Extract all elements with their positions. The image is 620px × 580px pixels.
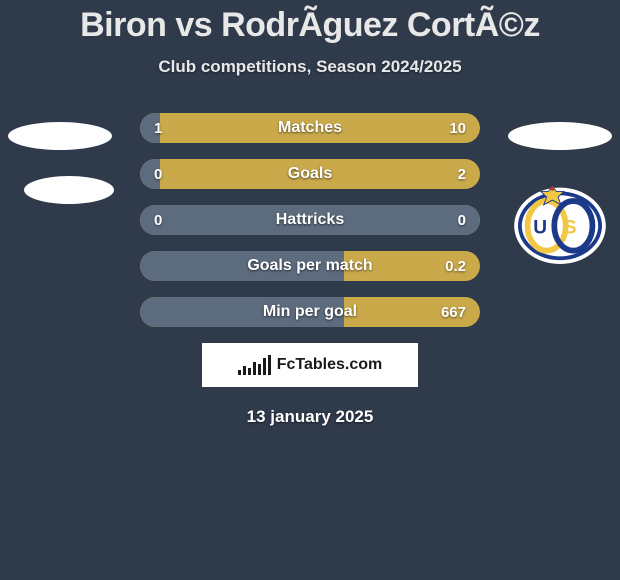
footer-brand: FcTables.com — [202, 343, 418, 387]
stat-value-right: 0.2 — [445, 251, 466, 281]
stat-value-right: 0 — [458, 205, 466, 235]
left-club-avatar — [24, 176, 114, 204]
stat-label: Min per goal — [140, 297, 480, 327]
right-club-badge: U S — [512, 180, 608, 264]
stat-label: Matches — [140, 113, 480, 143]
right-player-avatar — [508, 122, 612, 150]
stat-value-right: 10 — [449, 113, 466, 143]
stat-label: Goals — [140, 159, 480, 189]
stat-value-right: 667 — [441, 297, 466, 327]
chart-icon — [238, 355, 271, 375]
report-date: 13 january 2025 — [0, 407, 620, 427]
svg-text:U: U — [533, 217, 547, 238]
stat-row-goals: 0 Goals 2 — [140, 159, 480, 189]
comparison-rows: 1 Matches 10 0 Goals 2 0 Hattricks 0 Goa… — [140, 113, 480, 327]
stat-row-min-per-goal: Min per goal 667 — [140, 297, 480, 327]
stat-value-right: 2 — [458, 159, 466, 189]
stat-label: Goals per match — [140, 251, 480, 281]
left-player-avatar — [8, 122, 112, 150]
footer-brand-text: FcTables.com — [277, 356, 383, 374]
stat-label: Hattricks — [140, 205, 480, 235]
svg-text:S: S — [564, 217, 577, 238]
page-title: Biron vs RodrÃ­guez CortÃ©z — [0, 0, 620, 45]
stat-row-matches: 1 Matches 10 — [140, 113, 480, 143]
page-subtitle: Club competitions, Season 2024/2025 — [0, 57, 620, 77]
stat-row-goals-per-match: Goals per match 0.2 — [140, 251, 480, 281]
stat-row-hattricks: 0 Hattricks 0 — [140, 205, 480, 235]
